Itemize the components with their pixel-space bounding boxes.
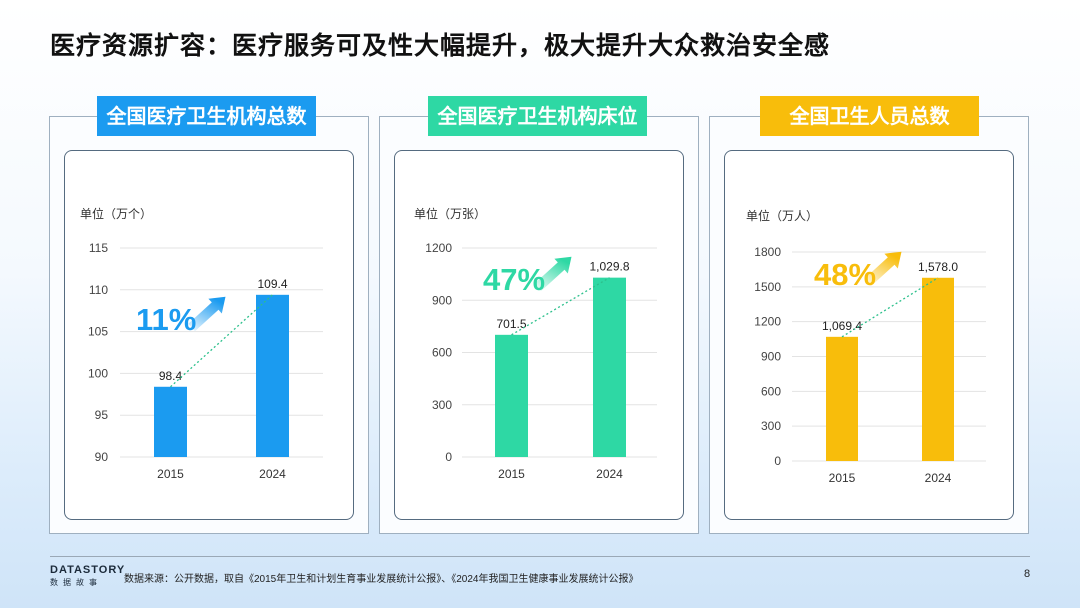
y-tick-label: 0 (774, 454, 781, 468)
y-tick-label: 600 (761, 384, 781, 398)
y-tick-label: 100 (88, 366, 108, 380)
bar-2015 (826, 336, 858, 461)
x-tick-label: 2015 (157, 467, 184, 481)
brand-name: DATASTORY (50, 564, 126, 576)
value-label: 98.4 (159, 369, 183, 383)
y-tick-label: 90 (95, 450, 109, 464)
y-tick-label: 110 (89, 283, 108, 297)
x-tick-label: 2024 (259, 467, 286, 481)
y-tick-label: 1500 (754, 280, 781, 294)
y-tick-label: 300 (761, 419, 781, 433)
x-tick-label: 2015 (498, 467, 525, 481)
bar-2024 (256, 294, 289, 457)
chart-title-personnel: 全国卫生人员总数 (760, 96, 979, 136)
value-label: 109.4 (257, 277, 287, 291)
unit-label: 单位（万张） (414, 206, 486, 221)
page-title: 医疗资源扩容：医疗服务可及性大幅提升，极大提升大众救治安全感 (50, 31, 831, 60)
chart-card-beds (394, 150, 684, 520)
data-source-note: 数据来源：公开数据，取自《2015年卫生和计划生育事业发展统计公报》、《2024… (124, 574, 639, 585)
footer-divider (50, 556, 1030, 557)
growth-arrow-icon (864, 251, 902, 287)
bar-2015 (154, 386, 187, 457)
y-tick-label: 1800 (754, 245, 781, 259)
x-tick-label: 2024 (925, 471, 952, 485)
growth-percentage: 11% (136, 302, 196, 337)
value-label: 1,069.4 (822, 319, 862, 333)
brand-logo: DATASTORY 数据故事 (50, 564, 125, 588)
value-label: 1,029.8 (589, 260, 629, 274)
y-tick-label: 105 (88, 325, 108, 339)
unit-label: 单位（万人） (746, 208, 818, 223)
unit-label: 单位（万个） (80, 206, 152, 221)
y-tick-label: 600 (432, 346, 452, 360)
y-tick-label: 95 (95, 408, 109, 422)
value-label: 1,578.0 (918, 260, 958, 274)
y-tick-label: 0 (445, 450, 452, 464)
chart-title-beds: 全国医疗卫生机构床位 (428, 96, 647, 136)
trend-line (841, 277, 939, 338)
y-tick-label: 900 (761, 350, 781, 364)
bar-2015 (495, 334, 528, 457)
growth-percentage: 47% (483, 262, 545, 297)
bar-2024 (922, 277, 954, 461)
growth-arrow-icon (534, 256, 572, 292)
x-tick-label: 2015 (829, 471, 856, 485)
brand-subtitle: 数据故事 (50, 578, 102, 587)
chart-card-institutions (64, 150, 354, 520)
growth-arrow-icon (188, 296, 226, 332)
page-number: 8 (1024, 568, 1031, 580)
chart-card-personnel (724, 150, 1014, 520)
y-tick-label: 115 (89, 241, 108, 255)
growth-percentage: 48% (814, 257, 876, 292)
chart-title-institutions: 全国医疗卫生机构总数 (97, 96, 316, 136)
y-tick-label: 900 (432, 293, 452, 307)
trend-line (170, 294, 273, 388)
x-tick-label: 2024 (596, 467, 623, 481)
bar-2024 (593, 277, 626, 457)
value-label: 701.5 (496, 317, 526, 331)
y-tick-label: 1200 (425, 241, 452, 255)
y-tick-label: 1200 (754, 315, 781, 329)
y-tick-label: 300 (432, 398, 452, 412)
trend-line (511, 277, 610, 336)
